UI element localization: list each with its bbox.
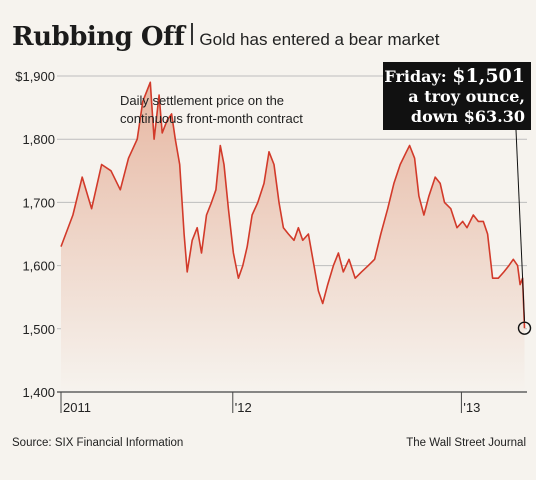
source-note: Source: SIX Financial Information <box>12 437 184 449</box>
callout-line-2: a troy ounce, <box>408 87 525 106</box>
annotation-line-2: continuous front-month contract <box>120 111 303 126</box>
title-divider <box>191 23 194 45</box>
y-tick-label: 1,400 <box>22 385 55 400</box>
chart-subtitle: Gold has entered a bear market <box>199 30 440 49</box>
annotation-layer: Daily settlement price on the continuous… <box>120 93 303 126</box>
y-tick-label: 1,600 <box>22 259 55 274</box>
y-tick-label: 1,800 <box>22 132 55 147</box>
credit-note: The Wall Street Journal <box>406 437 526 449</box>
friday-callout: Friday: $1,501 a troy ounce, down $63.30 <box>383 62 531 130</box>
callout-line-1: Friday: $1,501 <box>383 66 525 87</box>
callout-price: $1,501 <box>452 65 525 87</box>
area-layer <box>60 81 526 393</box>
axis-layer: 1,400 1,500 1,600 1,700 1,800 $1,900 2011 '12 '1… <box>15 69 532 415</box>
callout-prefix: Friday: <box>384 67 453 86</box>
x-tick-label: 2011 <box>63 400 91 415</box>
highlight-marker <box>517 321 532 335</box>
y-tick-label: $1,900 <box>15 69 55 84</box>
chart-header: Rubbing Off Gold has entered a bear mark… <box>12 22 439 56</box>
price-area-fill <box>61 82 525 393</box>
y-tick-label: 1,500 <box>22 322 55 337</box>
chart-title: Rubbing Off <box>12 22 185 52</box>
x-tick-label: '13 <box>463 400 480 415</box>
annotation-line-1: Daily settlement price on the <box>120 93 284 108</box>
price-series-line <box>60 81 526 329</box>
x-tick-label: '12 <box>235 400 252 415</box>
y-tick-label: 1,700 <box>22 195 55 210</box>
callout-leader-line <box>515 129 526 322</box>
callout-line-3: down $63.30 <box>410 107 525 126</box>
